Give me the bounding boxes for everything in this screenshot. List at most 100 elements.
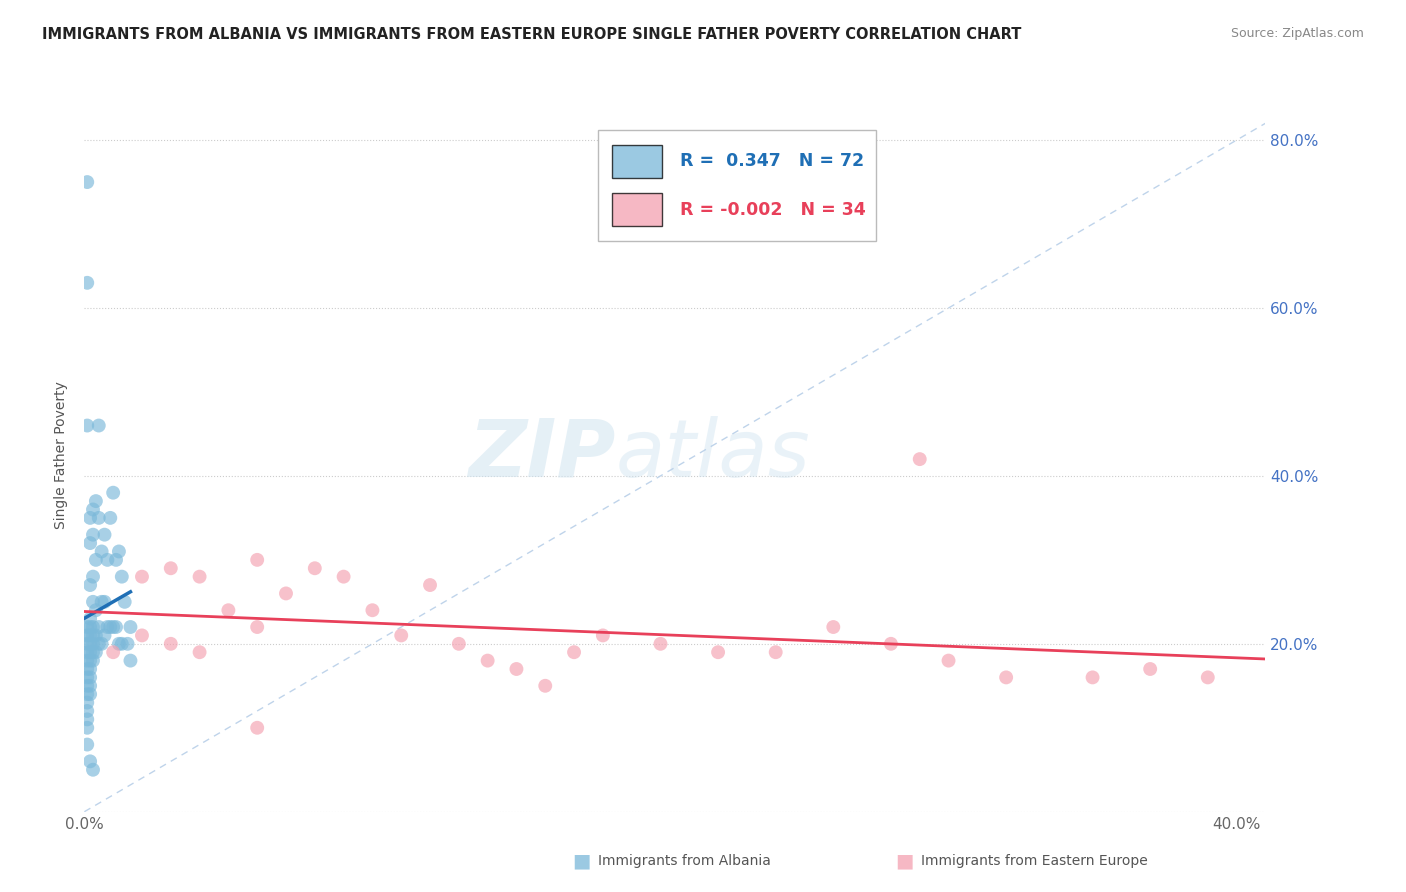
Point [120, 654, 142, 668]
Point [79, 645, 101, 659]
Point [76, 662, 98, 676]
Point [108, 637, 131, 651]
Point [76, 738, 98, 752]
Point [79, 536, 101, 550]
Point [84, 628, 107, 642]
Point [1139, 662, 1161, 676]
Point [93, 628, 115, 642]
Text: Immigrants from Eastern Europe: Immigrants from Eastern Europe [921, 854, 1147, 868]
Point [1197, 670, 1219, 684]
Point [938, 654, 960, 668]
Point [108, 544, 131, 558]
Point [79, 687, 101, 701]
Text: ■: ■ [896, 851, 914, 871]
Point [105, 553, 128, 567]
Point [76, 418, 98, 433]
Point [79, 755, 101, 769]
Point [304, 561, 326, 575]
Point [82, 654, 104, 668]
Point [79, 670, 101, 684]
Point [76, 645, 98, 659]
Point [120, 620, 142, 634]
Point [76, 654, 98, 668]
Point [79, 637, 101, 651]
Point [84, 645, 107, 659]
Point [82, 595, 104, 609]
Text: ZIP: ZIP [468, 416, 616, 494]
Point [90, 637, 112, 651]
Point [82, 637, 104, 651]
Text: Source: ZipAtlas.com: Source: ZipAtlas.com [1230, 27, 1364, 40]
Point [76, 620, 98, 634]
Point [82, 569, 104, 583]
Point [82, 645, 104, 659]
Point [101, 620, 124, 634]
Point [76, 276, 98, 290]
Point [765, 645, 787, 659]
FancyBboxPatch shape [612, 145, 662, 178]
Point [101, 645, 124, 659]
Point [76, 679, 98, 693]
Point [87, 418, 110, 433]
Point [880, 637, 903, 651]
Text: atlas: atlas [616, 416, 811, 494]
Point [79, 578, 101, 592]
Text: Immigrants from Albania: Immigrants from Albania [598, 854, 770, 868]
Point [505, 662, 527, 676]
Point [87, 637, 110, 651]
Point [90, 544, 112, 558]
Point [79, 654, 101, 668]
Point [823, 620, 845, 634]
Point [361, 603, 384, 617]
Point [82, 628, 104, 642]
Point [79, 620, 101, 634]
Point [82, 620, 104, 634]
Point [76, 637, 98, 651]
Point [131, 628, 153, 642]
Point [79, 511, 101, 525]
Point [246, 553, 269, 567]
Y-axis label: Single Father Poverty: Single Father Poverty [55, 381, 69, 529]
Text: R =  0.347   N = 72: R = 0.347 N = 72 [679, 153, 863, 170]
Point [389, 628, 412, 642]
Point [995, 670, 1018, 684]
Point [131, 569, 153, 583]
Point [76, 696, 98, 710]
Point [98, 511, 121, 525]
Point [90, 595, 112, 609]
Point [419, 578, 441, 592]
Point [79, 612, 101, 626]
Text: IMMIGRANTS FROM ALBANIA VS IMMIGRANTS FROM EASTERN EUROPE SINGLE FATHER POVERTY : IMMIGRANTS FROM ALBANIA VS IMMIGRANTS FR… [42, 27, 1022, 42]
Point [76, 712, 98, 726]
Point [217, 603, 239, 617]
Point [592, 628, 614, 642]
Point [76, 670, 98, 684]
FancyBboxPatch shape [612, 194, 662, 227]
Point [76, 721, 98, 735]
Point [96, 553, 118, 567]
Point [84, 553, 107, 567]
Point [82, 502, 104, 516]
Point [159, 561, 181, 575]
Point [87, 511, 110, 525]
Point [111, 569, 134, 583]
Point [105, 620, 128, 634]
Point [101, 485, 124, 500]
Point [332, 569, 354, 583]
Point [76, 628, 98, 642]
Text: ■: ■ [572, 851, 591, 871]
Point [76, 704, 98, 718]
Point [274, 586, 297, 600]
Point [246, 721, 269, 735]
Point [707, 645, 730, 659]
Point [84, 603, 107, 617]
Point [76, 175, 98, 189]
Point [93, 595, 115, 609]
Point [650, 637, 672, 651]
Point [93, 527, 115, 541]
Point [117, 637, 139, 651]
Point [96, 620, 118, 634]
Point [79, 679, 101, 693]
Point [246, 620, 269, 634]
Point [84, 494, 107, 508]
